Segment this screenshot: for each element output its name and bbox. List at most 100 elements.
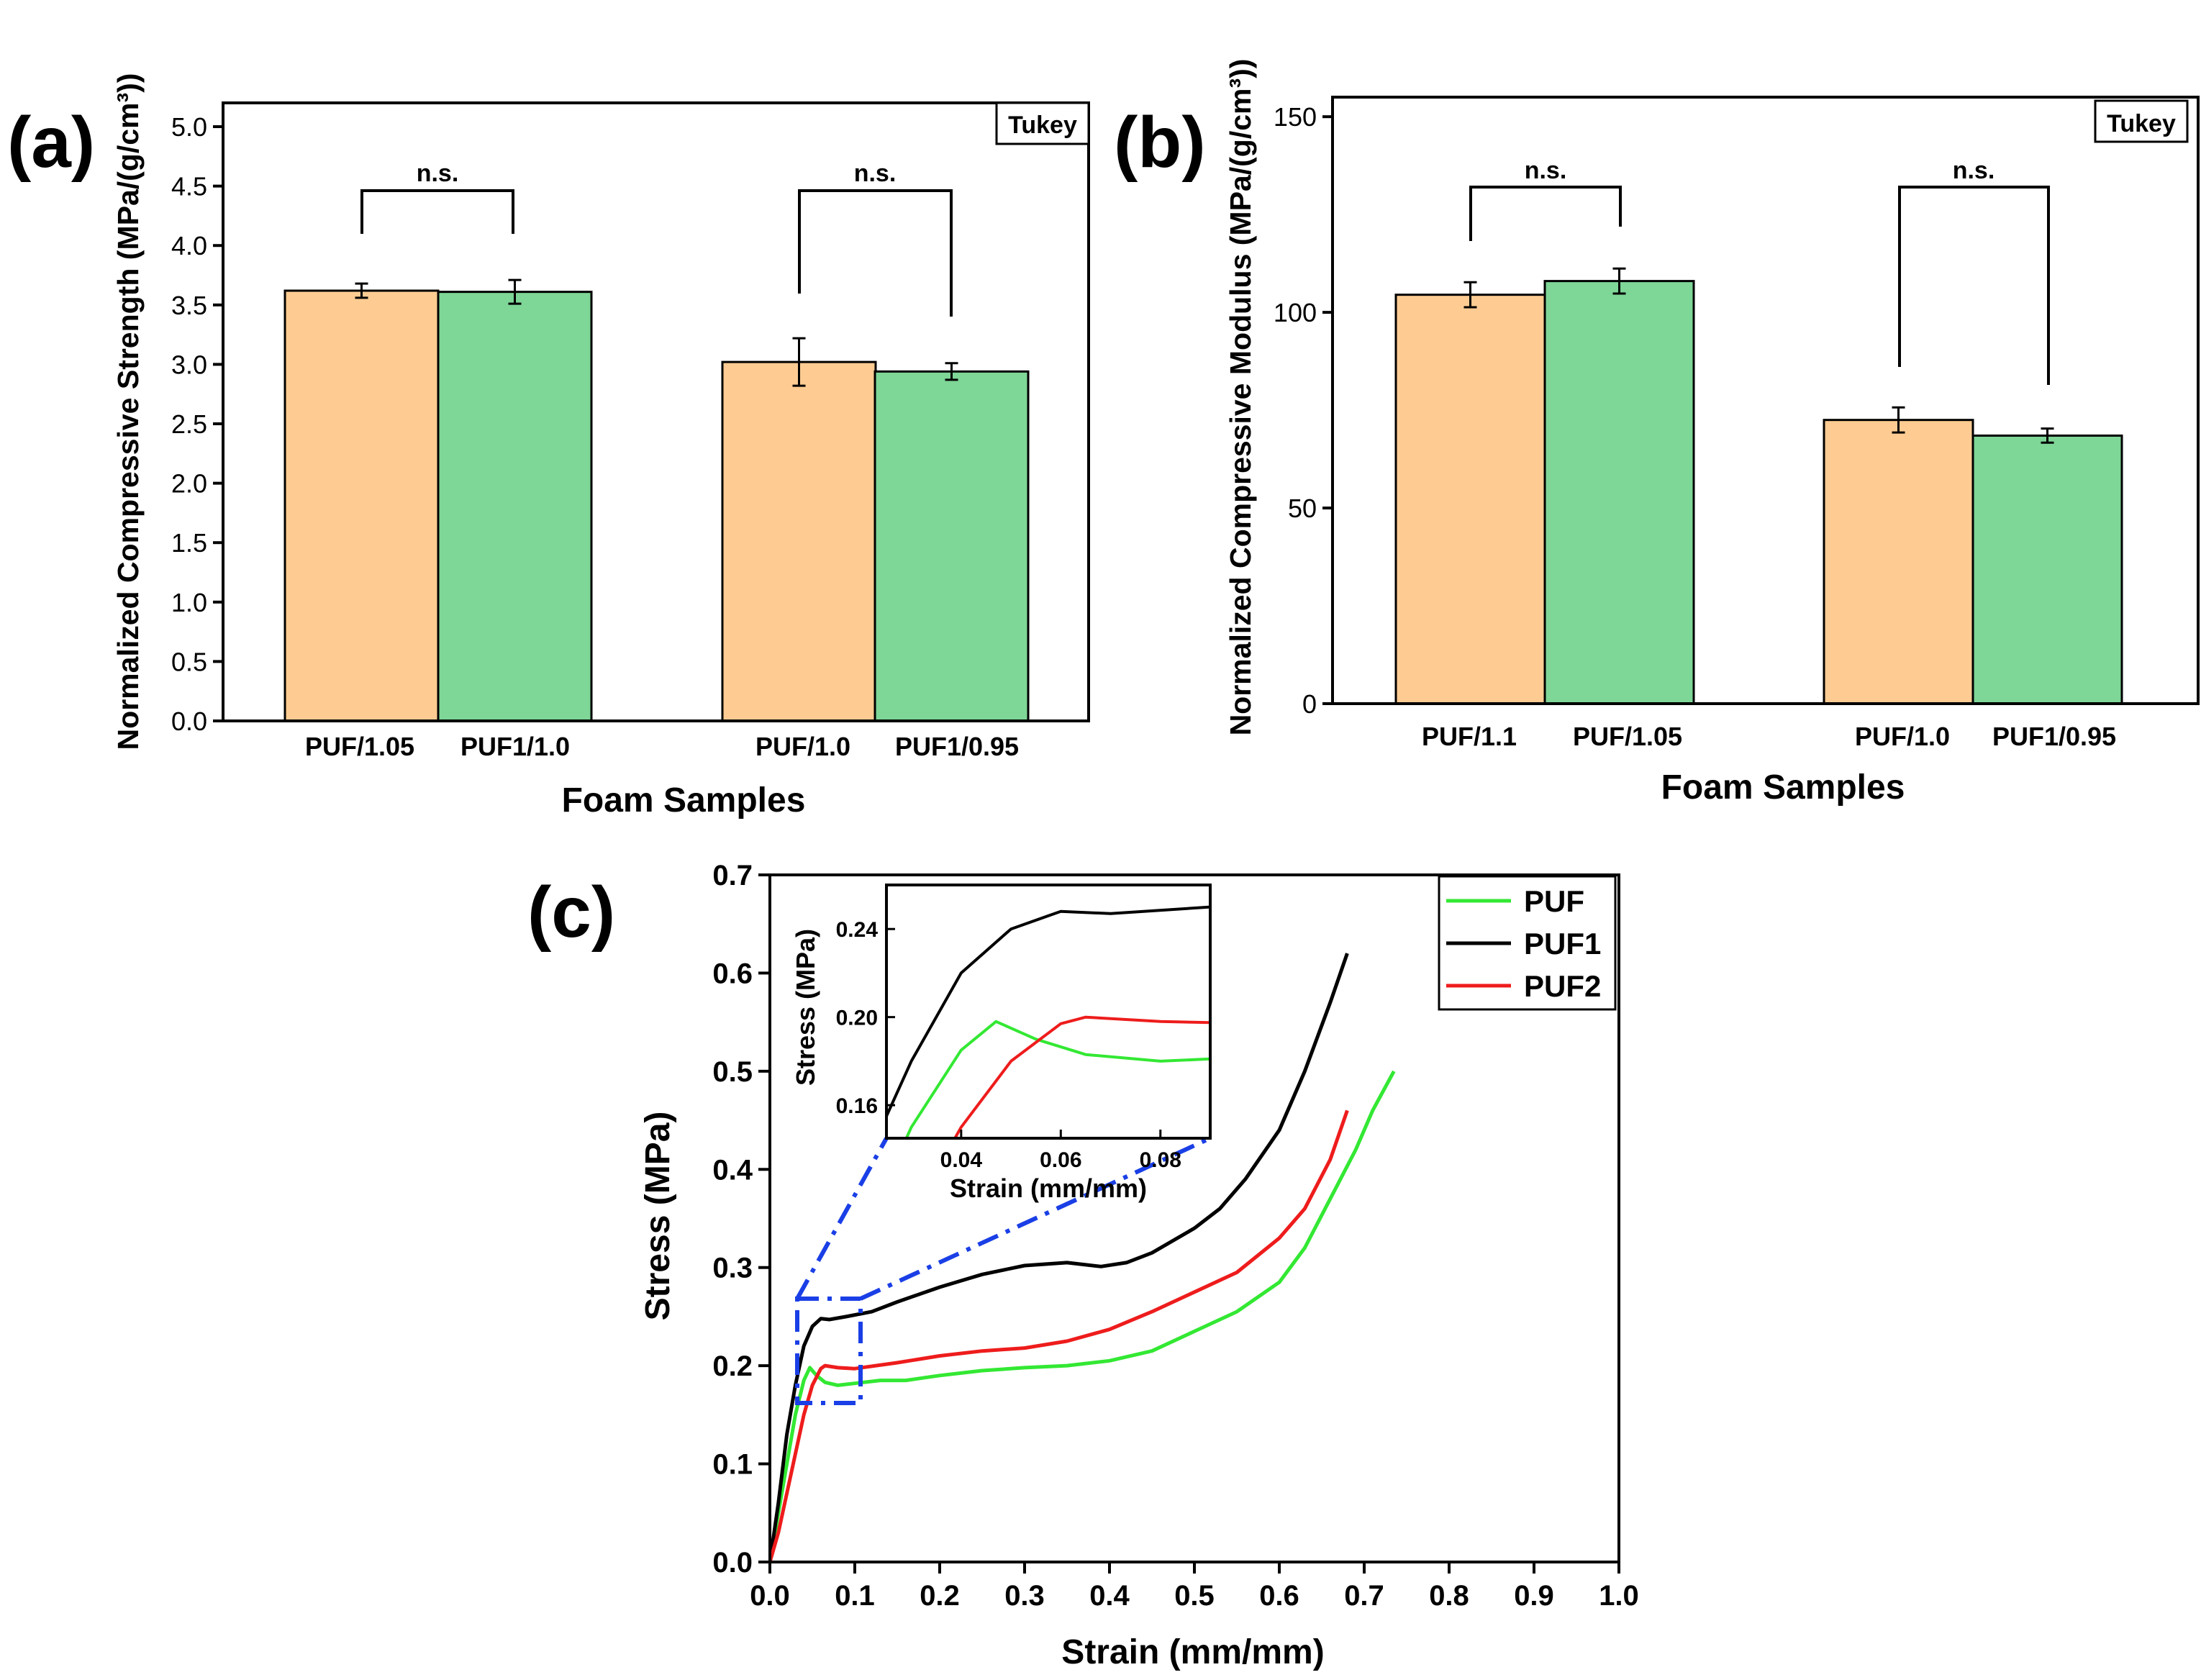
- panel-a: (a) n.s. n.s. 0.0 0.5 1.0 1.5 2.0 2.5 3.0 3.5 4.…: [7, 73, 1090, 819]
- y-tick-label: 4.5: [171, 172, 207, 201]
- bracket-right: [1898, 186, 2050, 385]
- x-tick-label: PUF/1.0: [755, 732, 850, 761]
- y-tick-label: 0.1: [712, 1449, 753, 1481]
- inset-series-line-puf1: [886, 905, 1210, 1120]
- legend: PUF PUF1 PUF2: [1438, 875, 1617, 1011]
- x-tick-label: PUF/1.05: [305, 732, 414, 761]
- x-tick-label: PUF/1.1: [1422, 722, 1517, 751]
- ns-label: n.s.: [1525, 157, 1567, 184]
- inset-series-line-puf: [904, 1020, 1210, 1138]
- x-axis-ticks: 0.0 0.1 0.2 0.3 0.4 0.5 0.6 0.7 0.8 0.9 1.0: [750, 1562, 1639, 1612]
- x-axis-title: Foam Samples: [1661, 768, 1905, 807]
- bracket-right: [798, 189, 953, 317]
- bar: [1394, 294, 1546, 705]
- x-tick-label: 0.6: [1259, 1580, 1299, 1612]
- y-tick-label: 0.6: [712, 958, 753, 989]
- tukey-badge-label: Tukey: [1008, 112, 1077, 139]
- x-tick-label: 0.2: [920, 1580, 960, 1612]
- ns-label: n.s.: [1953, 157, 1995, 184]
- tukey-badge: [995, 101, 1090, 145]
- bar: [1971, 434, 2123, 705]
- x-tick-label: 1.0: [1599, 1580, 1639, 1612]
- y-tick-label: 150: [1274, 102, 1317, 132]
- bar: [873, 370, 1030, 722]
- legend-label: PUF1: [1524, 927, 1601, 961]
- bracket-left: [1469, 186, 1622, 241]
- plot-frame: [222, 101, 1090, 722]
- bar: [1543, 280, 1695, 705]
- inset-x-tick-label: 0.08: [1140, 1148, 1181, 1172]
- y-tick-label: 0.0: [712, 1547, 753, 1579]
- x-axis-title: Foam Samples: [562, 781, 806, 819]
- series-line-puf1: [770, 953, 1349, 1562]
- panel-label-c: (c): [527, 872, 615, 953]
- inset-chart: 0.04 0.06 0.08 0.16 0.20 0.24 Strain (mm/mm)…: [791, 884, 1212, 1203]
- y-tick-label: 50: [1288, 494, 1317, 523]
- x-axis-title: Strain (mm/mm): [1061, 1633, 1324, 1671]
- zoom-region-box: [795, 1297, 863, 1405]
- y-axis-ticks: 0 50 100 150: [1274, 102, 1333, 719]
- y-tick-label: 5.0: [171, 112, 207, 142]
- x-tick-label: PUF/1.05: [1573, 722, 1682, 751]
- bar: [283, 289, 440, 722]
- significance-bracket: [360, 189, 953, 317]
- x-tick-label: 0.5: [1174, 1580, 1215, 1612]
- bracket-left: [360, 189, 514, 234]
- x-tick-label: 0.3: [1004, 1580, 1045, 1612]
- significance-bracket: [1469, 186, 2050, 385]
- series-line-puf2: [770, 1109, 1349, 1562]
- ns-label: n.s.: [417, 160, 459, 187]
- tukey-badge: [2094, 99, 2189, 143]
- bar: [721, 360, 877, 722]
- panel-b: (b) n.s. n.s. 0 50 100 150 PUF/1.1 PUF/1.05 P…: [1114, 59, 2200, 807]
- tukey-badge-label: Tukey: [2107, 110, 2176, 137]
- legend-label: PUF: [1524, 884, 1584, 918]
- inset-y-tick-label: 0.20: [836, 1007, 878, 1030]
- y-tick-label: 0.5: [171, 647, 207, 676]
- plot-frame: [1331, 96, 2200, 705]
- y-tick-label: 1.0: [171, 588, 207, 617]
- error-bar-group: [1463, 267, 2054, 444]
- inset-x-tick-label: 0.06: [1040, 1148, 1081, 1172]
- x-tick-label: PUF/1.0: [1855, 722, 1950, 751]
- x-tick-label: 0.4: [1089, 1580, 1130, 1612]
- y-tick-label: 0.5: [712, 1056, 753, 1088]
- bar: [437, 291, 593, 722]
- x-tick-label: 0.9: [1514, 1580, 1554, 1612]
- inset-y-tick-label: 0.16: [836, 1094, 878, 1118]
- x-tick-label: 0.1: [835, 1580, 875, 1612]
- x-axis-labels: PUF/1.05 PUF1/1.0 PUF/1.0 PUF1/0.95: [305, 732, 1019, 761]
- x-tick-label: 0.8: [1429, 1580, 1469, 1612]
- y-tick-label: 0.0: [171, 707, 207, 736]
- bar: [1823, 419, 1974, 705]
- line-series-group: [770, 953, 1396, 1562]
- y-tick-label: 1.5: [171, 528, 207, 558]
- y-tick-label: 0.2: [712, 1350, 753, 1382]
- y-tick-label: 3.0: [171, 350, 207, 379]
- zoom-connector-line: [859, 1136, 1212, 1301]
- inset-x-axis-title: Strain (mm/mm): [950, 1173, 1147, 1203]
- y-axis-title: Stress (MPa): [639, 1112, 677, 1321]
- y-axis-title: Normalized Compressive Strength (MPa/(g/…: [112, 73, 145, 750]
- panel-c: (c) 0.0 0.1 0.2 0.3 0.4 0.5 0.6 0.7 0.8 0.9 1.0 0.…: [527, 860, 1639, 1671]
- x-tick-label: 0.7: [1344, 1580, 1384, 1612]
- panel-label-b: (b): [1114, 102, 1206, 183]
- x-tick-label: 0.0: [750, 1580, 790, 1612]
- zoom-connector-line: [795, 1137, 889, 1300]
- y-tick-label: 0: [1302, 689, 1317, 719]
- legend-label: PUF2: [1524, 969, 1601, 1003]
- inset-x-ticks: 0.04 0.06 0.08: [940, 1130, 1181, 1172]
- error-bar-group: [355, 278, 958, 387]
- y-tick-label: 100: [1274, 298, 1317, 327]
- panel-label-a: (a): [7, 102, 95, 183]
- series-line-puf: [770, 1070, 1396, 1562]
- y-tick-label: 0.4: [712, 1154, 753, 1186]
- inset-y-tick-label: 0.24: [836, 918, 879, 942]
- bar-group: [283, 289, 1030, 722]
- y-axis-ticks: 0.0 0.1 0.2 0.3 0.4 0.5 0.6 0.7: [712, 860, 770, 1579]
- y-tick-label: 4.0: [171, 231, 207, 260]
- inset-background: [886, 885, 1210, 1138]
- x-axis-labels: PUF/1.1 PUF/1.05 PUF/1.0 PUF1/0.95: [1422, 722, 2116, 751]
- y-tick-label: 3.5: [171, 291, 207, 320]
